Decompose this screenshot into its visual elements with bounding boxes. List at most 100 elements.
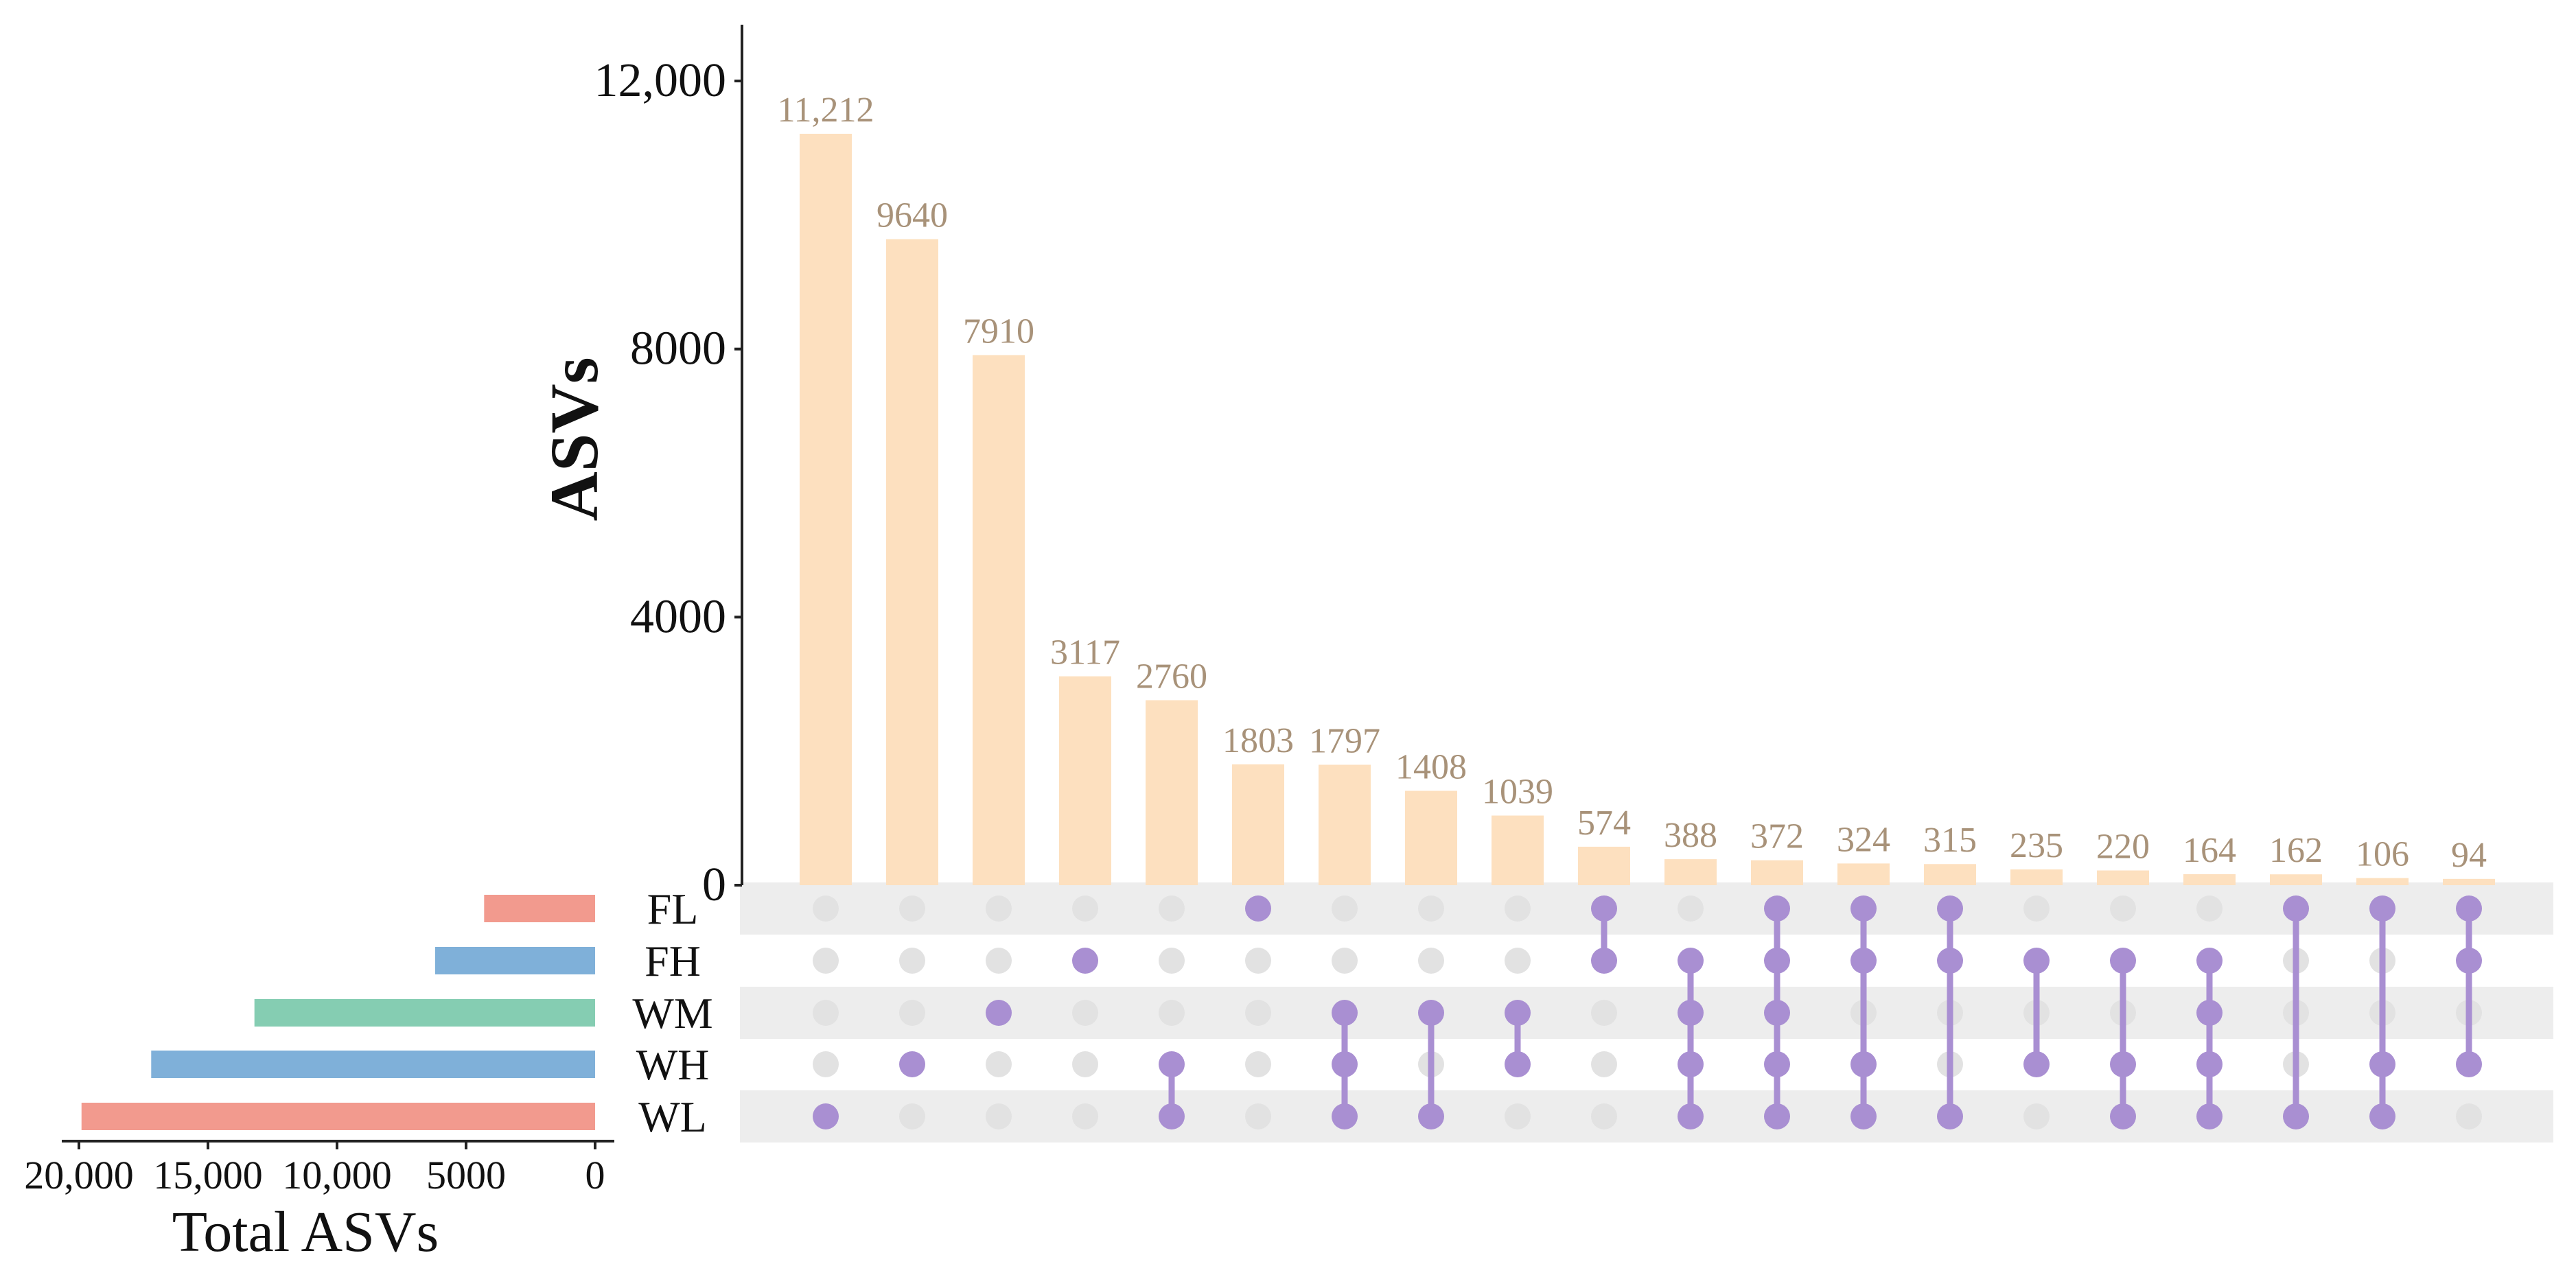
matrix-dot-inactive <box>1159 895 1185 922</box>
matrix-dot-inactive <box>813 948 839 974</box>
set-size-bar-fh <box>434 947 595 974</box>
matrix-dot-active <box>1591 948 1617 974</box>
matrix-dot-active <box>2369 1103 2395 1129</box>
matrix-dot-inactive <box>1332 948 1358 974</box>
matrix-dot-active <box>2196 1103 2223 1129</box>
matrix-dot-active <box>1332 1000 1358 1026</box>
matrix-dot-active <box>2283 1103 2309 1129</box>
matrix-dot-active <box>1850 1051 1877 1077</box>
intersection-matrix <box>813 895 2482 1129</box>
matrix-dot-active <box>1332 1051 1358 1077</box>
intersection-bar <box>2443 878 2495 885</box>
intersection-bar-label: 372 <box>1750 817 1804 856</box>
set-size-bars <box>81 895 595 1130</box>
intersection-bar <box>2356 878 2409 885</box>
matrix-dot-inactive <box>1591 1000 1617 1026</box>
matrix-dot-active <box>1678 1051 1704 1077</box>
intersection-bar-label: 1797 <box>1309 721 1380 760</box>
intersection-bars <box>800 133 2495 886</box>
set-label-fl: FL <box>647 884 699 933</box>
matrix-dot-inactive <box>899 1103 925 1129</box>
set-label-wh: WH <box>636 1040 710 1089</box>
intersection-bar-label: 164 <box>2183 831 2236 870</box>
matrix-dot-inactive <box>1418 948 1444 974</box>
intersection-bar <box>1578 846 1630 885</box>
matrix-dot-active <box>2196 1051 2223 1077</box>
matrix-dot-active <box>2456 948 2482 974</box>
set-label-wm: WM <box>632 989 712 1038</box>
intersection-bar-label: 11,212 <box>777 91 874 130</box>
y-axis-ticks: 0 4000 8000 12,000 <box>594 54 742 911</box>
matrix-dot-active <box>1937 1103 1963 1129</box>
matrix-dot-active <box>1937 948 1963 974</box>
set-axis-tick-label: 15,000 <box>153 1153 263 1197</box>
matrix-dot-inactive <box>1678 895 1704 922</box>
set-size-axis-title: Total ASVs <box>172 1200 439 1264</box>
matrix-dot-active <box>2283 895 2309 922</box>
matrix-stripe-wm <box>740 987 2553 1039</box>
matrix-stripe-wl <box>740 1090 2553 1143</box>
matrix-dot-inactive <box>813 1000 839 1026</box>
matrix-dot-active <box>813 1103 839 1129</box>
matrix-dot-inactive <box>1332 895 1358 922</box>
matrix-dot-active <box>986 1000 1012 1026</box>
intersection-bar-label: 7910 <box>963 312 1034 351</box>
matrix-dot-active <box>2110 1103 2136 1129</box>
set-label-fh: FH <box>645 937 701 985</box>
intersection-bar-label: 388 <box>1664 816 1717 855</box>
intersection-bar-label: 235 <box>2010 826 2063 865</box>
matrix-dot-inactive <box>986 1051 1012 1077</box>
set-axis-tick-label: 5000 <box>426 1153 506 1197</box>
intersection-bar <box>1319 764 1371 885</box>
intersection-bar-label: 1408 <box>1395 747 1467 786</box>
y-tick-label: 12,000 <box>594 54 727 107</box>
matrix-dot-inactive <box>2023 1103 2050 1129</box>
matrix-dot-active <box>2110 1051 2136 1077</box>
y-tick-label: 4000 <box>630 590 726 643</box>
matrix-dot-active <box>1937 895 1963 922</box>
y-axis-title: ASVs <box>536 358 612 522</box>
intersection-bar <box>886 239 938 885</box>
matrix-dot-active <box>1072 948 1098 974</box>
matrix-dot-active <box>2369 895 2395 922</box>
matrix-dot-inactive <box>986 895 1012 922</box>
matrix-dot-inactive <box>2110 895 2136 922</box>
matrix-dot-active <box>1418 1000 1444 1026</box>
matrix-stripes <box>740 882 2553 1143</box>
intersection-bar <box>1146 700 1198 885</box>
matrix-dot-inactive <box>2023 895 2050 922</box>
matrix-dot-inactive <box>1505 948 1531 974</box>
matrix-dot-inactive <box>1159 1000 1185 1026</box>
matrix-dot-inactive <box>1505 895 1531 922</box>
matrix-dot-active <box>1159 1103 1185 1129</box>
matrix-dot-active <box>1159 1051 1185 1077</box>
matrix-dot-active <box>2196 948 2223 974</box>
matrix-dot-active <box>2456 895 2482 922</box>
matrix-dot-active <box>1505 1000 1531 1026</box>
matrix-dot-active <box>2196 1000 2223 1026</box>
matrix-dot-inactive <box>813 895 839 922</box>
matrix-dot-active <box>1418 1103 1444 1129</box>
matrix-dot-inactive <box>1072 895 1098 922</box>
intersection-bar-label: 315 <box>1923 821 1977 860</box>
intersection-bar <box>1837 863 1890 885</box>
set-axis-tick-label: 10,000 <box>282 1153 392 1197</box>
matrix-dot-active <box>1332 1103 1358 1129</box>
matrix-dot-active <box>1764 1103 1790 1129</box>
matrix-dot-active <box>2456 1051 2482 1077</box>
set-size-axis-ticks: 20,000 15,000 10,000 5000 0 <box>24 1141 605 1197</box>
matrix-stripe-fl <box>740 882 2553 935</box>
intersection-bar <box>1232 764 1284 885</box>
matrix-dot-active <box>1850 1103 1877 1129</box>
matrix-dot-inactive <box>1505 1103 1531 1129</box>
matrix-dot-inactive <box>1591 1103 1617 1129</box>
intersection-bar-label: 106 <box>2356 835 2409 874</box>
matrix-dot-inactive <box>1245 1000 1271 1026</box>
matrix-dot-active <box>2023 1051 2050 1077</box>
intersection-bar <box>2183 874 2236 885</box>
intersection-bar-label: 2760 <box>1136 657 1207 696</box>
intersection-bar <box>1059 676 1111 885</box>
matrix-dot-active <box>1678 948 1704 974</box>
matrix-dot-active <box>1764 1051 1790 1077</box>
